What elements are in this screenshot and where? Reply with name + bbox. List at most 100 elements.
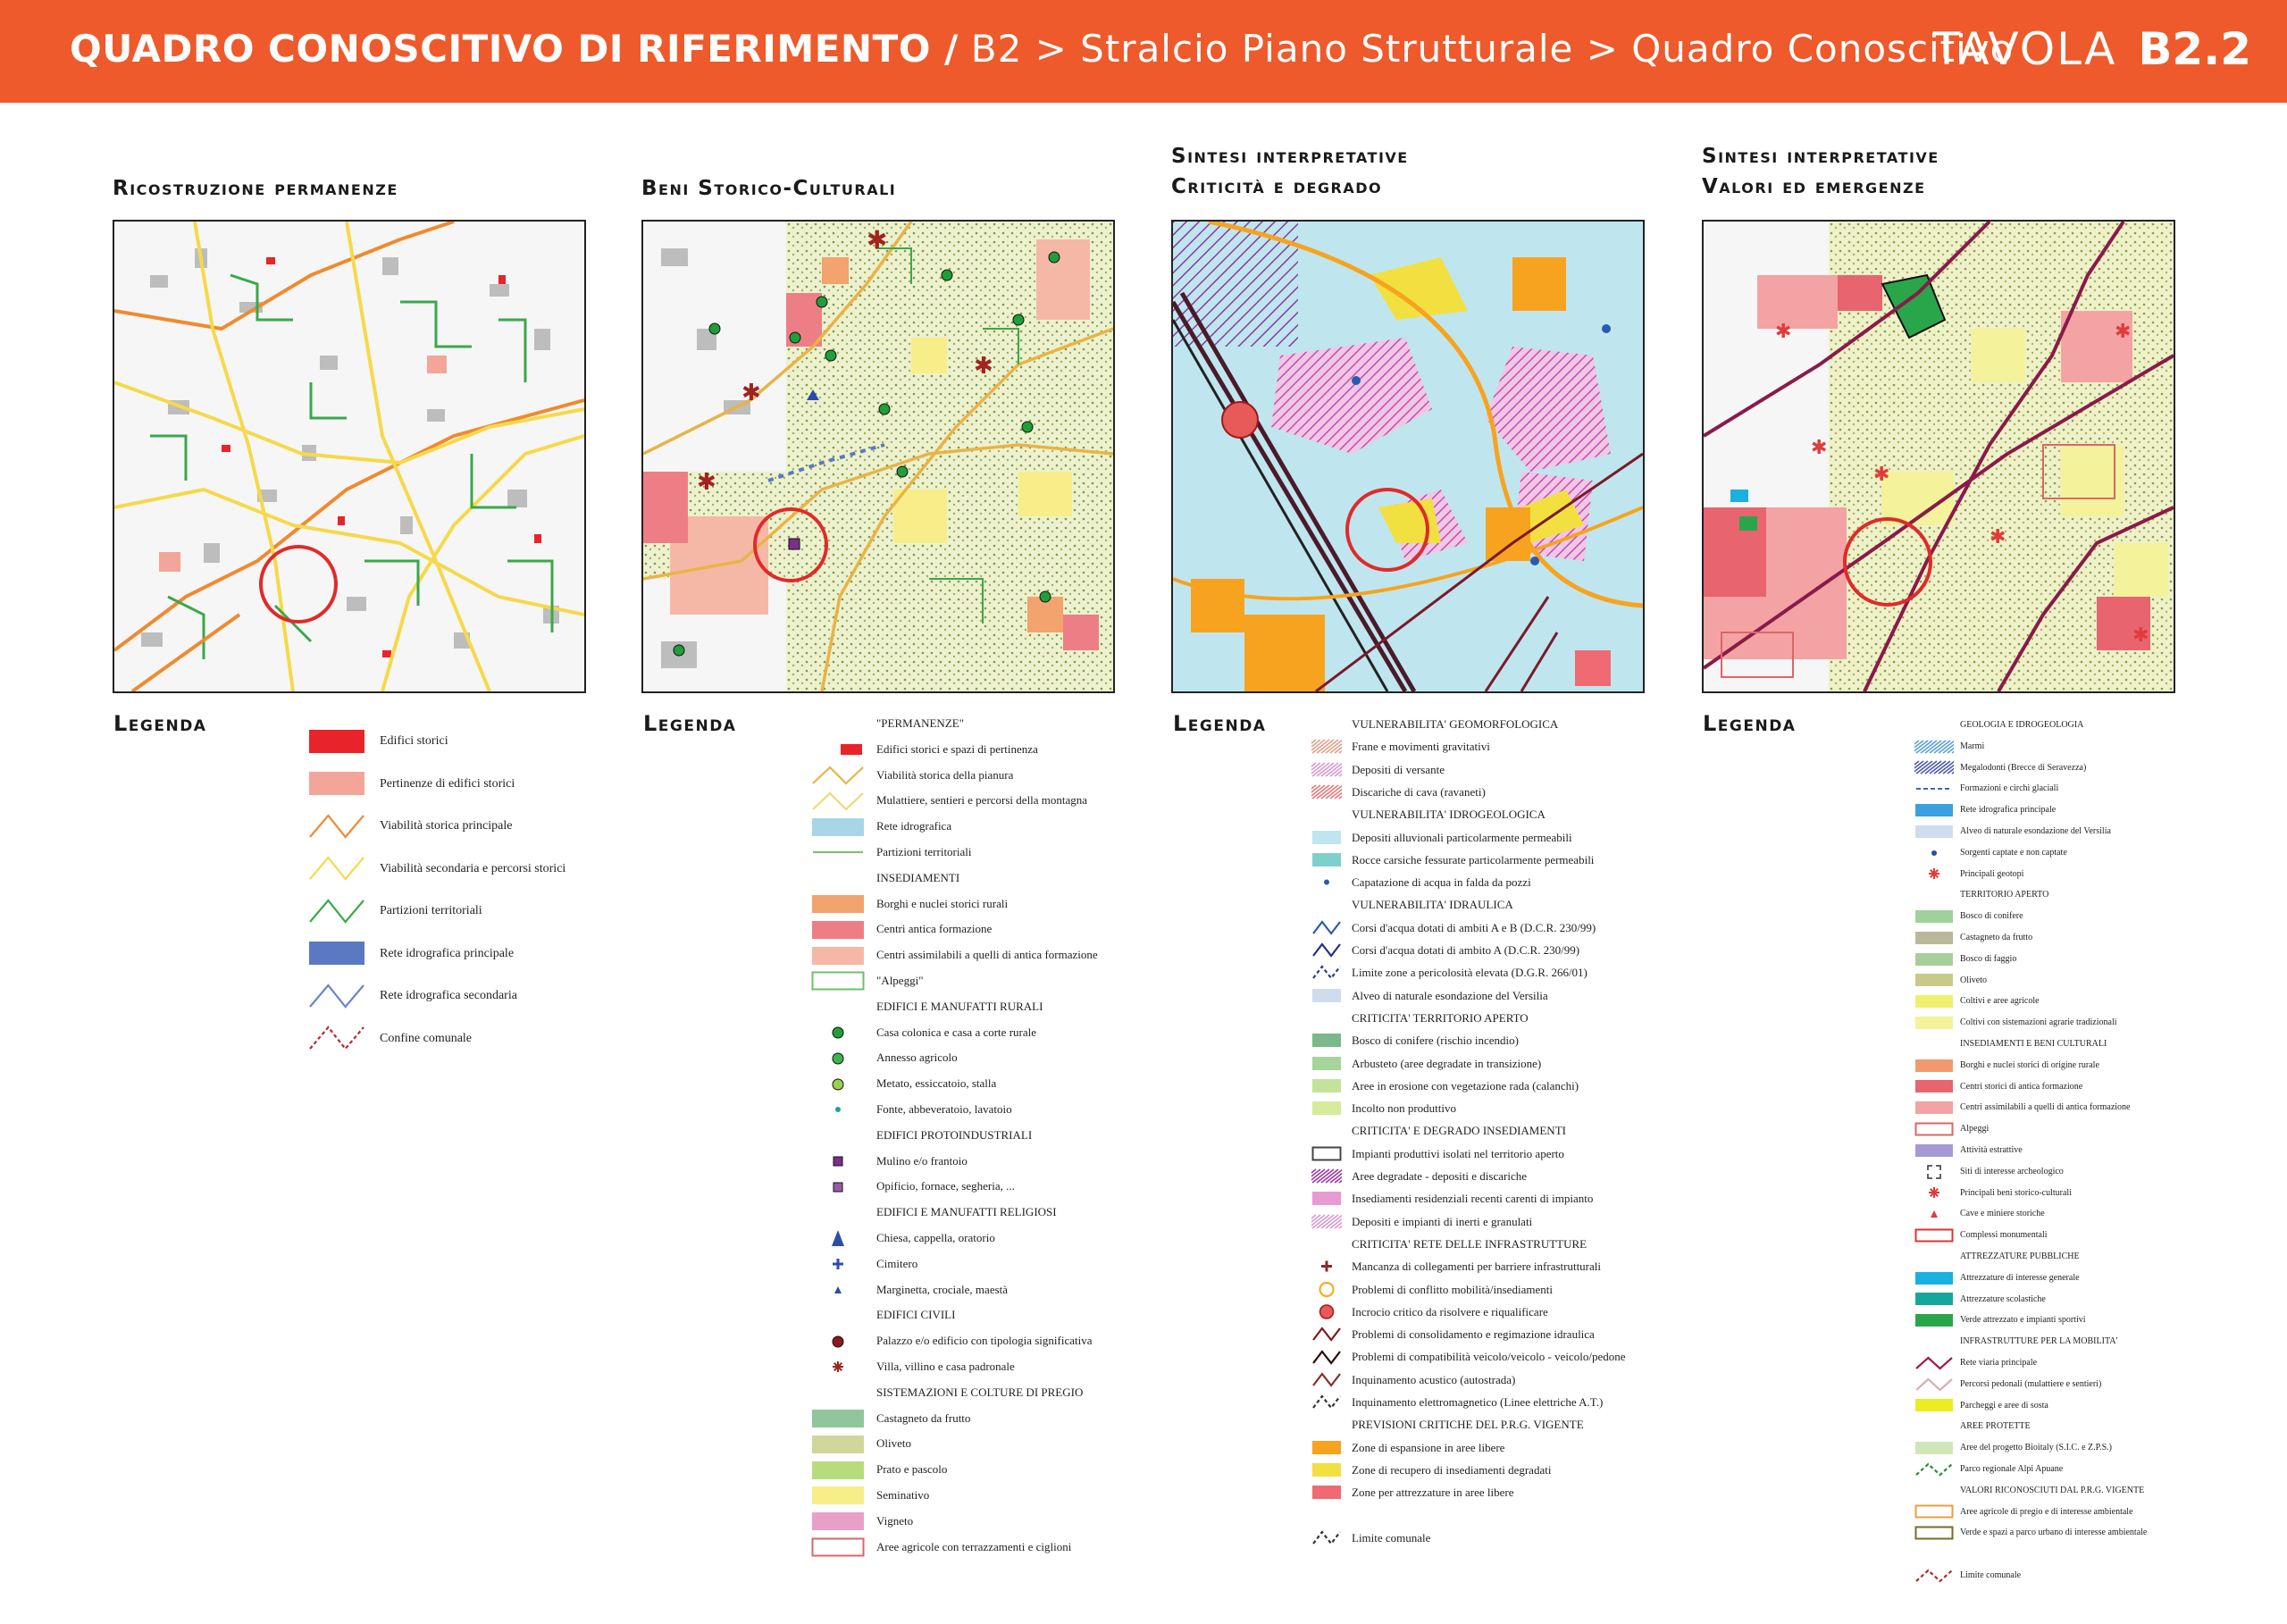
legend-swatch (811, 1279, 865, 1305)
legend-swatch (811, 1151, 865, 1176)
legend-label: Inquinamento elettromagnetico (Linee ele… (1352, 1395, 1604, 1409)
legend-label: Centri assimilabili a quelli di antica f… (1960, 1102, 2131, 1113)
legend-label: Cimitero (876, 1256, 918, 1270)
legend-swatch (1914, 824, 1954, 844)
legend-swatch (1914, 1143, 1954, 1163)
legend-section-heading: VULNERABILITA' IDRAULICA (1352, 898, 1513, 912)
svg-text:✱: ✱ (697, 469, 716, 496)
legend-swatch (1914, 1270, 1954, 1291)
legend-swatch (811, 1460, 865, 1486)
legend-swatch (811, 816, 865, 842)
legend-label: "Alpeggi" (876, 974, 924, 987)
legend-label: Verde attrezzato e impianti sportivi (1960, 1315, 2086, 1326)
legend-swatch (1914, 1185, 1954, 1205)
legend-label: Siti di interesse archeologico (1960, 1166, 2064, 1176)
legend-label: Bosco di conifere (rischio incendio) (1352, 1034, 1519, 1048)
legend-swatch (1311, 1145, 1342, 1167)
panel-4-title-2: Valori ed emergenze (1702, 175, 1926, 198)
legend-label: Confine comunale (380, 1031, 473, 1045)
legend-swatch (1311, 1055, 1342, 1076)
legend-section-heading: EDIFICI E MANUFATTI RELIGIOSI (876, 1205, 1057, 1219)
legend-label: Castagneto da frutto (876, 1411, 971, 1425)
legend-swatch (1914, 1397, 1954, 1418)
legend-swatch (1914, 1355, 1954, 1376)
legend-label: Cave e miniere storiche (1960, 1209, 2045, 1219)
legend-swatch (1294, 1168, 1357, 1189)
legend-label: Parco regionale Alpi Apuane (1960, 1464, 2064, 1474)
legend-swatch (1914, 1227, 1954, 1248)
legend-swatch (1914, 1525, 1954, 1545)
legend-swatch (1914, 1291, 1954, 1311)
map-criticita-e-degrado (1171, 220, 1645, 693)
legend-label: Formazioni e circhi glaciali (1960, 783, 2059, 794)
legend-swatch (811, 1408, 865, 1434)
legend-section-heading: INFRASTRUTTURE PER LA MOBILITA' (1960, 1336, 2118, 1347)
map-beni-storico-culturali: ✱ ✱ ✱ ✱ (641, 220, 1115, 693)
legend-swatch (1311, 964, 1342, 985)
legend-label: Impianti produttivi isolati nel territor… (1352, 1146, 1564, 1160)
legend-label: Edifici storici (380, 734, 448, 748)
legend-section-heading: VALORI RICONOSCIUTI DAL P.R.G. VIGENTE (1960, 1485, 2145, 1495)
legend-swatch (811, 893, 865, 919)
legend-swatch (811, 1227, 865, 1253)
legend-swatch (1311, 1394, 1342, 1415)
legend-swatch (811, 1536, 865, 1562)
panel-1-title: Ricostruzione permanenze (113, 173, 398, 204)
svg-text:✱: ✱ (1990, 526, 2006, 548)
legend-swatch (1311, 1032, 1342, 1053)
legend-label: Coltivi con sistemazioni agrarie tradizi… (1960, 1017, 2117, 1028)
legend-label: Palazzo e/o edificio con tipologia signi… (876, 1334, 1093, 1348)
legend-label: Zone per attrezzature in aree libere (1352, 1486, 1514, 1500)
legend-label: Mulino e/o frantoio (876, 1153, 968, 1168)
legend-label: Aree agricole con terrazzamenti e ciglio… (876, 1539, 1072, 1553)
legend-label: Mulattiere, sentieri e percorsi della mo… (876, 793, 1088, 808)
legend-label: Corsi d'acqua dotati di ambiti A e B (D.… (1352, 920, 1596, 934)
panel-3-title-2: Criticità e degrado (1171, 175, 1383, 198)
legend-label: Sorgenti captate e non captate (1960, 847, 2067, 858)
legend-label: Bosco di conifere (1960, 911, 2023, 922)
legend-label: Vigneto (876, 1513, 914, 1528)
legend-label: Inquinamento acustico (autostrada) (1352, 1372, 1516, 1386)
header-bar: QUADRO CONOSCITIVO DI RIFERIMENTO / B2 >… (0, 0, 2287, 103)
legend-label: Marmi (1960, 741, 1985, 751)
legend-label: Depositi di versante (1352, 762, 1445, 776)
panel-4-title-1: Sintesi interpretative (1702, 145, 1939, 168)
legend-label: Coltivi e aree agricole (1960, 996, 2040, 1007)
legend-label: Marginetta, crociale, maestà (876, 1282, 1009, 1296)
legend-swatch (1914, 802, 1954, 823)
legend-swatch (811, 739, 865, 765)
legend-1-title: Legenda (113, 711, 207, 736)
legend-swatch (1294, 761, 1357, 783)
legend-swatch (811, 1485, 865, 1511)
legend-label: Aree degradate - depositi e discariche (1352, 1169, 1527, 1183)
svg-text:✱: ✱ (1873, 464, 1889, 486)
svg-text:✱: ✱ (867, 225, 887, 255)
legend-swatch (1311, 987, 1342, 1009)
legend-swatch (1914, 930, 1954, 950)
legend-swatch (1914, 866, 1954, 886)
legend-label: Principali geotopi (1960, 868, 2024, 879)
legend-section-heading: INSEDIAMENTI E BENI CULTURALI (1960, 1039, 2107, 1049)
legend-swatch (1914, 1377, 1954, 1397)
svg-text:✱: ✱ (2132, 624, 2149, 647)
legend-section-heading: AREE PROTETTE (1960, 1421, 2031, 1432)
legend-swatch (1914, 1461, 1954, 1482)
legend-swatch (308, 855, 365, 886)
legend-label: Villa, villino e casa padronale (876, 1360, 1015, 1373)
legend-section-heading: CRITICITA' RETE DELLE INFRASTRUTTURE (1352, 1236, 1587, 1251)
legend-swatch (1914, 908, 1954, 929)
legend-swatch (1897, 739, 1969, 759)
legend-swatch (1311, 1439, 1342, 1461)
legend-label: Zone di espansione in aree libere (1352, 1440, 1505, 1454)
legend-label: Casa colonica e casa a corte rurale (876, 1025, 1037, 1039)
legend-label: Capatazione di acqua in falda da pozzi (1352, 875, 1531, 890)
svg-text:✱: ✱ (2115, 321, 2131, 343)
legend-label: Corsi d'acqua dotati di ambito A (D.C.R.… (1352, 943, 1580, 957)
panel-4-title: Sintesi interpretative Valori ed emergenz… (1702, 141, 1939, 202)
legend-swatch (811, 1331, 865, 1357)
legend-swatch (811, 791, 865, 816)
legend-label: Attività estrattive (1960, 1145, 2023, 1155)
legend-swatch (1311, 1258, 1342, 1279)
legend-label: Depositi e impianti di inerti e granulat… (1352, 1214, 1533, 1228)
legend-swatch (1914, 781, 1954, 801)
